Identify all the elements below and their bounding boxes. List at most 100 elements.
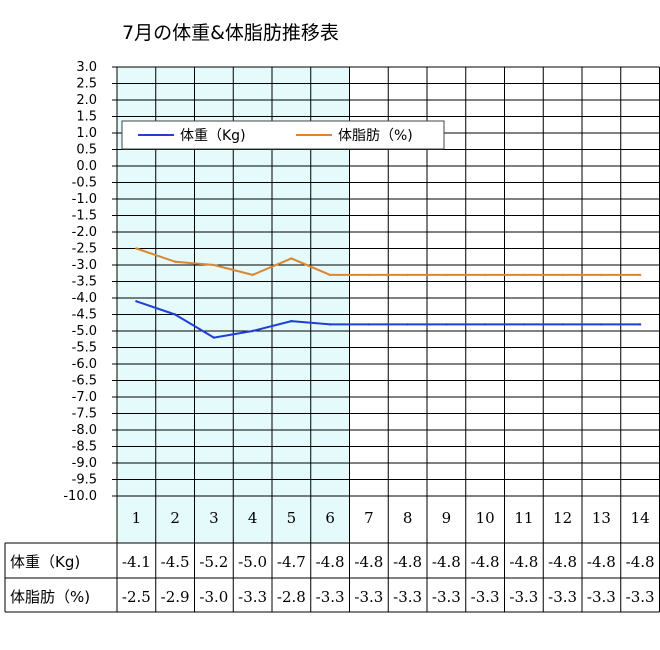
data-point	[638, 323, 642, 326]
table-cell: -3.3	[316, 588, 345, 606]
table-cell: -3.3	[238, 588, 267, 606]
y-tick-label: 1.0	[76, 126, 97, 141]
y-tick-label: -10.0	[63, 489, 97, 504]
table-cell: -4.8	[509, 553, 538, 571]
data-point	[173, 313, 177, 316]
y-tick-label: -9.0	[72, 456, 97, 471]
y-tick-label: 2.0	[76, 93, 97, 108]
data-point	[561, 323, 564, 326]
x-tick-label: 14	[631, 509, 650, 527]
y-tick-label: -3.5	[72, 275, 97, 290]
y-tick-label: 0.0	[76, 159, 97, 174]
data-point	[173, 260, 177, 263]
data-point	[445, 273, 448, 277]
data-point	[406, 323, 409, 326]
table-cell: -4.8	[354, 553, 383, 571]
x-tick-label: 2	[170, 509, 180, 527]
x-tick-label: 6	[325, 509, 335, 527]
table-cell: -4.8	[432, 553, 461, 571]
series-line-1	[136, 300, 641, 339]
table-cell: -3.3	[354, 588, 383, 606]
table-cell: -3.3	[432, 588, 461, 606]
y-tick-label: 0.5	[76, 143, 97, 158]
y-tick-label: -5.5	[72, 341, 97, 356]
data-point	[212, 336, 216, 339]
data-point	[367, 273, 371, 277]
y-tick-label: -8.5	[72, 440, 97, 455]
table-cell: -3.3	[548, 588, 577, 606]
table-cell: -2.8	[277, 588, 306, 606]
table-cell: -2.9	[161, 588, 190, 606]
table-cell: -3.0	[199, 588, 228, 606]
legend-label: 体重（Kg)	[180, 128, 246, 144]
x-tick-label: 12	[553, 509, 572, 527]
data-point	[522, 273, 526, 277]
series-line-2	[136, 247, 641, 276]
data-point	[290, 257, 293, 260]
table-cell: -4.8	[471, 553, 500, 571]
table-cell: -3.3	[393, 588, 422, 606]
data-point	[483, 323, 487, 326]
y-tick-label: -5.0	[72, 324, 97, 339]
data-point	[561, 273, 564, 277]
data-point	[445, 323, 448, 326]
table-cell: -4.7	[277, 553, 306, 571]
chart-title: 7月の体重&体脂肪推移表	[122, 22, 339, 44]
table-row-label: 体重（Kg)	[10, 553, 80, 571]
table-cell: -3.3	[471, 588, 500, 606]
data-point	[522, 323, 526, 326]
x-tick-label: 3	[209, 509, 219, 527]
table-cell: -4.8	[626, 553, 655, 571]
table-cell: -4.8	[548, 553, 577, 571]
y-tick-label: 3.0	[76, 60, 97, 75]
y-tick-label: -1.0	[72, 192, 97, 207]
data-point	[135, 300, 138, 303]
data-point	[600, 323, 603, 326]
legend	[121, 120, 445, 150]
data-point	[328, 323, 332, 326]
y-tick-label: -7.0	[72, 390, 97, 405]
data-point	[367, 323, 371, 326]
x-tick-label: 10	[476, 509, 495, 527]
x-tick-label: 13	[592, 509, 611, 527]
x-tick-label: 8	[403, 509, 413, 527]
table-cell: -4.1	[122, 553, 151, 571]
table-cell: -3.3	[626, 588, 655, 606]
x-tick-label: 4	[248, 509, 258, 527]
y-tick-label: -6.0	[72, 357, 97, 372]
y-tick-label: 2.5	[76, 77, 97, 92]
data-point	[406, 273, 409, 277]
data-point	[251, 329, 254, 333]
y-tick-label: -7.5	[72, 407, 97, 422]
table-cell: -4.8	[393, 553, 422, 571]
y-tick-label: -4.0	[72, 291, 97, 306]
y-tick-label: -3.0	[72, 258, 97, 273]
table-cell: -4.5	[161, 553, 190, 571]
y-tick-label: -2.0	[72, 225, 97, 240]
table-row-label: 体脂肪（%)	[10, 588, 90, 606]
table-cell: -3.3	[587, 588, 616, 606]
y-tick-label: -8.0	[72, 423, 97, 438]
y-tick-label: 1.5	[76, 110, 97, 125]
data-point	[638, 273, 642, 277]
data-point	[290, 319, 293, 323]
x-tick-label: 5	[287, 509, 297, 527]
table-cell: -3.3	[509, 588, 538, 606]
table-cell: -5.0	[238, 553, 267, 571]
y-tick-label: -0.5	[72, 176, 97, 191]
x-tick-label: 9	[442, 509, 452, 527]
legend-label: 体脂肪（%)	[338, 128, 413, 144]
data-point	[212, 263, 216, 267]
y-tick-label: -1.5	[72, 209, 97, 224]
x-tick-label: 7	[364, 509, 374, 527]
y-tick-label: -4.5	[72, 308, 97, 323]
y-tick-label: -6.5	[72, 374, 97, 389]
y-tick-label: -9.5	[72, 473, 97, 488]
data-point	[600, 273, 603, 277]
y-tick-label: -2.5	[72, 242, 97, 257]
table-cell: -4.8	[587, 553, 616, 571]
x-tick-label: 1	[132, 509, 142, 527]
table-cell: -2.5	[122, 588, 151, 606]
table-cell: -5.2	[199, 553, 228, 571]
